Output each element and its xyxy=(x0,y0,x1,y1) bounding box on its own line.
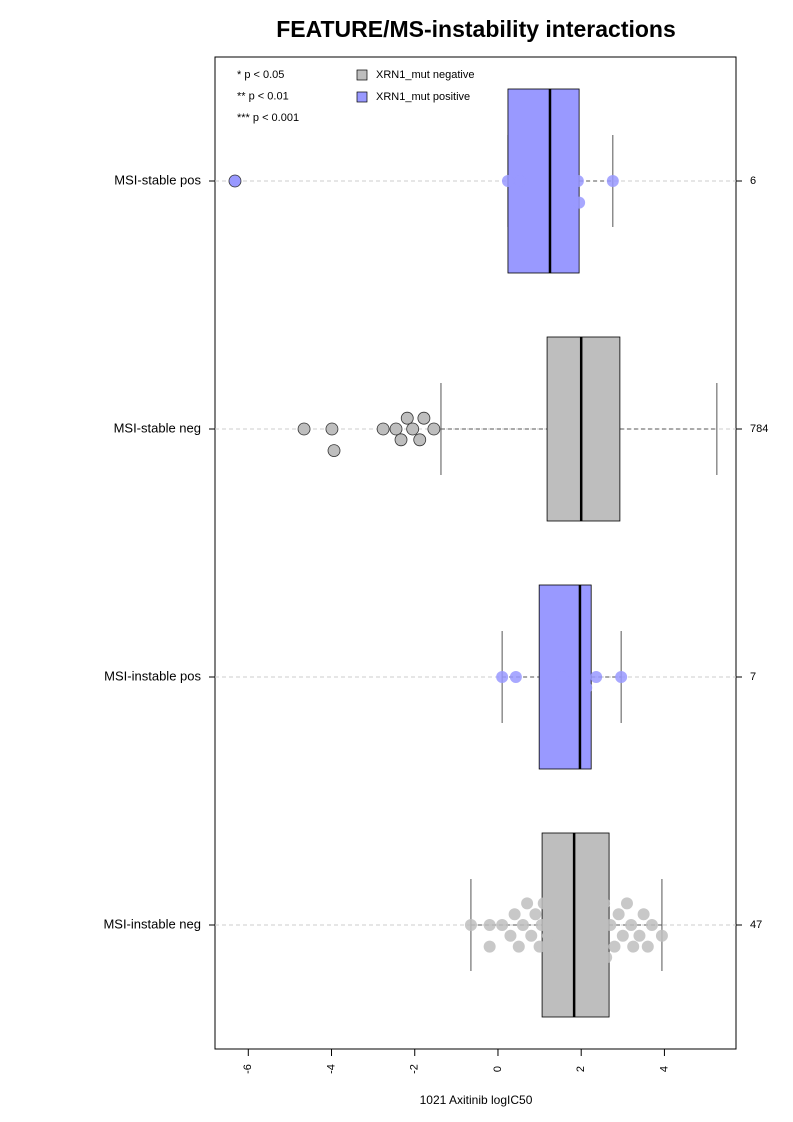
legend-swatch xyxy=(356,91,368,103)
data-point xyxy=(537,897,550,910)
data-point xyxy=(496,919,509,931)
count-label: 784 xyxy=(750,423,768,435)
data-point xyxy=(529,908,542,921)
data-point xyxy=(608,940,621,953)
data-point xyxy=(571,175,584,187)
x-tick-label: -2 xyxy=(409,1064,421,1074)
data-point xyxy=(637,908,650,921)
data-point xyxy=(554,897,567,910)
significance-legend: ** p < 0.01 xyxy=(237,90,289,102)
data-point xyxy=(620,897,633,910)
data-point xyxy=(615,671,628,683)
data-point xyxy=(641,940,654,953)
data-point xyxy=(550,919,563,931)
data-point xyxy=(612,908,625,921)
data-point xyxy=(521,897,534,910)
data-point xyxy=(406,422,420,436)
data-point xyxy=(504,929,517,942)
data-point xyxy=(598,897,611,910)
box xyxy=(546,336,621,522)
significance-legend: *** p < 0.001 xyxy=(237,112,299,124)
x-tick-label: 2 xyxy=(575,1066,587,1072)
x-tick-label: -6 xyxy=(242,1064,254,1074)
data-point xyxy=(327,444,341,458)
data-point xyxy=(516,919,529,931)
x-tick-label: -4 xyxy=(325,1064,337,1074)
data-point xyxy=(655,929,668,942)
data-point xyxy=(627,940,640,953)
count-label: 47 xyxy=(750,919,762,931)
category-label: MSI-stable neg xyxy=(114,420,201,435)
data-point xyxy=(389,422,403,436)
data-point xyxy=(228,174,242,188)
data-point xyxy=(427,422,441,436)
data-point xyxy=(616,929,629,942)
legend-label: XRN1_mut negative xyxy=(376,69,474,81)
data-point xyxy=(297,422,311,436)
data-point xyxy=(577,908,590,921)
data-point xyxy=(600,951,613,964)
data-point xyxy=(583,919,596,931)
data-point xyxy=(514,175,527,187)
count-label: 7 xyxy=(750,671,756,683)
count-label: 6 xyxy=(750,175,756,187)
data-point xyxy=(590,671,603,683)
plot-frame xyxy=(214,56,737,1050)
data-point xyxy=(587,940,600,953)
data-point xyxy=(571,951,584,964)
data-point xyxy=(509,671,522,683)
category-label: MSI-instable neg xyxy=(103,916,201,931)
data-point xyxy=(546,951,559,964)
data-point xyxy=(552,940,565,953)
data-point xyxy=(591,908,604,921)
x-axis-label: 1021 Axitinib logIC50 xyxy=(420,1093,533,1107)
chart-title: FEATURE/MS-instability interactions xyxy=(276,16,676,42)
data-point xyxy=(562,908,575,921)
data-point xyxy=(325,422,339,436)
data-point xyxy=(604,919,617,931)
data-point xyxy=(400,411,414,425)
category-label: MSI-stable pos xyxy=(114,172,201,187)
data-point xyxy=(596,929,609,942)
data-point xyxy=(508,908,521,921)
data-point xyxy=(558,929,571,942)
data-point xyxy=(464,919,477,931)
data-point xyxy=(606,175,619,187)
legend-swatch xyxy=(356,69,368,81)
data-point xyxy=(645,919,658,931)
data-point xyxy=(483,919,496,931)
data-point xyxy=(543,908,556,921)
data-point xyxy=(496,671,509,683)
data-point xyxy=(512,940,525,953)
x-tick-label: 4 xyxy=(658,1066,670,1072)
data-point xyxy=(579,886,592,899)
x-tick-label: 0 xyxy=(492,1066,504,1072)
legend-label: XRN1_mut positive xyxy=(376,91,470,103)
significance-legend: * p < 0.05 xyxy=(237,69,284,81)
data-point xyxy=(394,433,408,447)
data-point xyxy=(413,433,427,447)
data-point xyxy=(633,929,646,942)
category-label: MSI-instable pos xyxy=(104,668,201,683)
data-point xyxy=(533,940,546,953)
data-point xyxy=(483,940,496,953)
data-point xyxy=(417,411,431,425)
data-point xyxy=(535,919,548,931)
data-point xyxy=(376,422,390,436)
data-point xyxy=(556,671,569,683)
data-point xyxy=(525,929,538,942)
data-point xyxy=(625,919,638,931)
data-point xyxy=(575,929,588,942)
data-point xyxy=(573,196,586,209)
data-point xyxy=(541,929,554,942)
data-point xyxy=(501,175,514,187)
data-point xyxy=(580,681,593,694)
